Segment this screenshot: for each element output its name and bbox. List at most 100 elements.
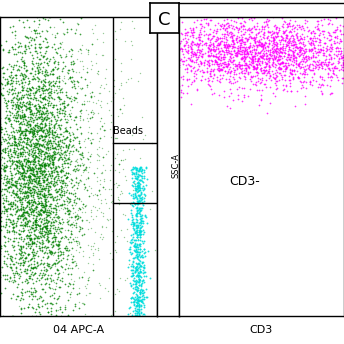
Point: [25, 158, 31, 164]
Point: [278, 45, 284, 50]
Point: [53, 180, 58, 185]
Point: [29, 35, 34, 40]
Point: [137, 249, 142, 254]
Point: [75, 21, 81, 26]
Point: [227, 54, 233, 60]
Point: [17, 103, 22, 109]
Point: [133, 169, 139, 175]
Point: [58, 249, 64, 255]
Point: [44, 128, 50, 133]
Point: [44, 97, 50, 103]
Point: [0, 186, 5, 191]
Point: [24, 94, 30, 99]
Point: [54, 189, 60, 194]
Point: [66, 199, 72, 205]
Point: [247, 69, 252, 75]
Point: [277, 47, 283, 52]
Point: [24, 256, 29, 261]
Point: [7, 142, 12, 148]
Point: [86, 275, 92, 280]
Point: [137, 276, 142, 282]
Point: [257, 61, 262, 66]
Point: [37, 135, 43, 140]
Point: [212, 38, 217, 43]
Point: [264, 41, 269, 46]
Point: [213, 31, 218, 36]
Point: [139, 178, 145, 184]
Point: [191, 65, 196, 70]
Point: [16, 106, 22, 111]
Point: [221, 35, 226, 40]
Point: [249, 49, 254, 54]
Point: [36, 175, 41, 181]
Point: [35, 188, 41, 193]
Point: [184, 32, 189, 37]
Point: [17, 114, 22, 119]
Point: [138, 298, 143, 303]
Point: [20, 166, 26, 171]
Point: [238, 48, 243, 53]
Point: [57, 89, 63, 95]
Point: [36, 143, 42, 148]
Point: [117, 169, 122, 174]
Point: [45, 245, 51, 250]
Point: [43, 301, 48, 307]
Point: [260, 42, 266, 48]
Point: [67, 222, 73, 227]
Point: [17, 248, 22, 253]
Point: [80, 116, 86, 122]
Point: [219, 21, 225, 26]
Point: [125, 216, 131, 222]
Point: [336, 49, 342, 54]
Point: [131, 299, 137, 304]
Point: [308, 36, 314, 41]
Point: [240, 44, 245, 50]
Point: [139, 197, 144, 203]
Point: [136, 193, 142, 198]
Point: [58, 220, 63, 225]
Point: [176, 42, 182, 47]
Point: [136, 233, 141, 238]
Point: [79, 156, 84, 162]
Point: [40, 148, 45, 153]
Point: [48, 153, 54, 159]
Point: [180, 49, 185, 54]
Point: [131, 170, 137, 175]
Point: [261, 42, 267, 47]
Point: [26, 275, 32, 281]
Point: [41, 127, 46, 132]
Point: [48, 86, 54, 92]
Point: [0, 86, 6, 91]
Point: [77, 196, 82, 202]
Point: [28, 289, 33, 295]
Point: [194, 87, 200, 93]
Point: [276, 71, 282, 76]
Point: [129, 273, 135, 278]
Point: [10, 172, 15, 178]
Point: [232, 50, 237, 56]
Point: [1, 186, 7, 192]
Point: [0, 97, 1, 102]
Point: [208, 66, 214, 72]
Point: [318, 37, 323, 43]
Point: [21, 114, 26, 120]
Point: [329, 21, 334, 27]
Point: [126, 305, 132, 310]
Point: [180, 62, 186, 67]
Point: [275, 51, 280, 57]
Point: [137, 165, 143, 171]
Point: [338, 38, 344, 43]
Point: [252, 26, 258, 31]
Point: [260, 41, 265, 46]
Point: [317, 30, 323, 36]
Point: [282, 72, 287, 77]
Point: [126, 128, 131, 134]
Point: [25, 158, 30, 164]
Point: [191, 42, 197, 47]
Point: [108, 163, 114, 168]
Point: [132, 286, 138, 291]
Point: [196, 36, 202, 42]
Point: [39, 111, 44, 117]
Point: [40, 88, 45, 94]
Point: [46, 93, 52, 98]
